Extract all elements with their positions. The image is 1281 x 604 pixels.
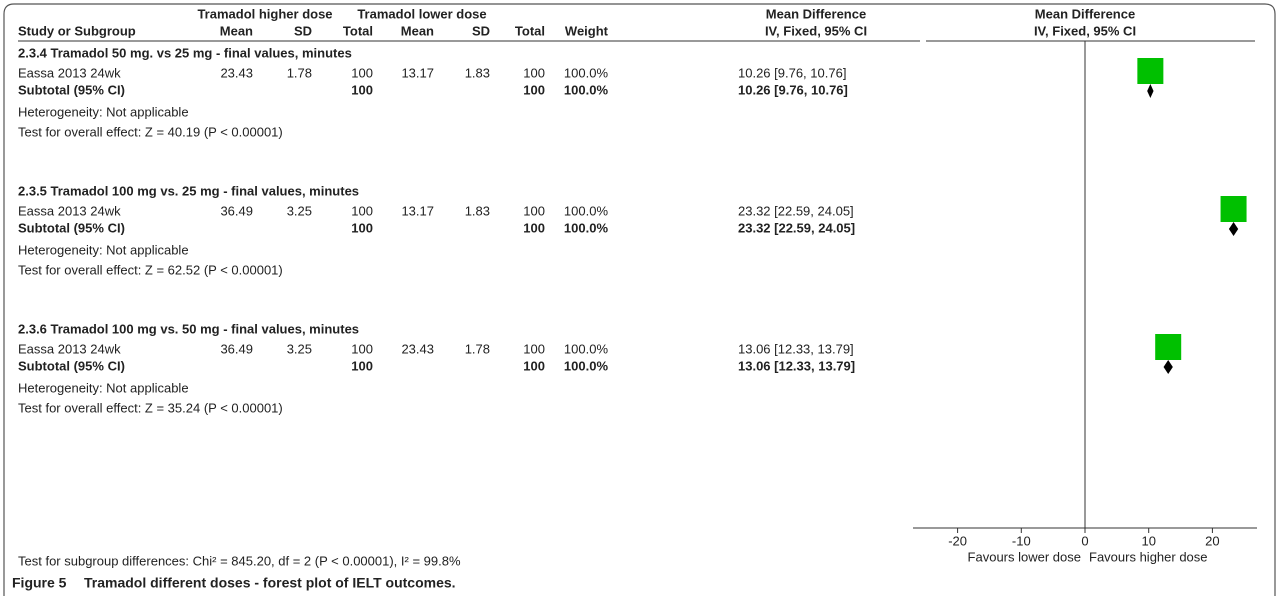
subtotal-total: 100 xyxy=(351,82,373,97)
overall-effect: Test for overall effect: Z = 40.19 (P < … xyxy=(18,124,283,139)
study-value: 36.49 xyxy=(220,341,253,356)
study-name: Eassa 2013 24wk xyxy=(18,203,121,218)
study-ci: 10.26 [9.76, 10.76] xyxy=(738,65,846,80)
subgroup-title: 2.3.6 Tramadol 100 mg vs. 50 mg - final … xyxy=(18,321,359,336)
study-value: 1.83 xyxy=(465,203,490,218)
column-header: IV, Fixed, 95% CI xyxy=(765,23,867,38)
subtotal-ci: 23.32 [22.59, 24.05] xyxy=(738,220,855,235)
heterogeneity: Heterogeneity: Not applicable xyxy=(18,380,189,395)
plot-title: Mean Difference xyxy=(1035,6,1135,21)
study-value: 100 xyxy=(351,65,373,80)
study-value: 100 xyxy=(351,203,373,218)
subtotal-total: 100 xyxy=(351,220,373,235)
subtotal-weight: 100.0% xyxy=(564,220,609,235)
study-weight: 100.0% xyxy=(564,65,609,80)
caption-label: Figure 5 xyxy=(12,575,67,591)
study-value: 13.17 xyxy=(401,65,434,80)
heterogeneity: Heterogeneity: Not applicable xyxy=(18,242,189,257)
study-weight: 100.0% xyxy=(564,203,609,218)
group-header: Mean Difference xyxy=(766,6,866,21)
study-value: 36.49 xyxy=(220,203,253,218)
subtotal-ci: 10.26 [9.76, 10.76] xyxy=(738,82,848,97)
subtotal-weight: 100.0% xyxy=(564,358,609,373)
study-value: 13.17 xyxy=(401,203,434,218)
x-label-right: Favours higher dose xyxy=(1089,549,1208,564)
study-ci: 23.32 [22.59, 24.05] xyxy=(738,203,854,218)
group-header: Tramadol lower dose xyxy=(357,6,486,21)
study-value: 1.83 xyxy=(465,65,490,80)
x-label-left: Favours lower dose xyxy=(968,549,1081,564)
column-header: Total xyxy=(515,23,545,38)
study-value: 3.25 xyxy=(287,203,312,218)
x-tick-label: -10 xyxy=(1012,533,1031,548)
x-tick-label: 0 xyxy=(1081,533,1088,548)
column-header: SD xyxy=(472,23,490,38)
study-ci: 13.06 [12.33, 13.79] xyxy=(738,341,854,356)
column-header: Weight xyxy=(565,23,609,38)
study-square xyxy=(1220,196,1247,222)
subtotal-diamond xyxy=(1163,360,1173,374)
subtotal-diamond xyxy=(1228,222,1239,236)
subtotal-name: Subtotal (95% CI) xyxy=(18,82,125,97)
study-weight: 100.0% xyxy=(564,341,609,356)
column-header: Mean xyxy=(401,23,434,38)
overall-effect: Test for overall effect: Z = 35.24 (P < … xyxy=(18,400,283,415)
study-value: 100 xyxy=(523,203,545,218)
subtotal-total: 100 xyxy=(523,220,545,235)
subtotal-total: 100 xyxy=(351,358,373,373)
study-value: 23.43 xyxy=(220,65,253,80)
study-name: Eassa 2013 24wk xyxy=(18,65,121,80)
plot-subtitle: IV, Fixed, 95% CI xyxy=(1034,23,1136,38)
column-header: Study or Subgroup xyxy=(18,23,136,38)
column-header: SD xyxy=(294,23,312,38)
study-value: 100 xyxy=(351,341,373,356)
subgroup-title: 2.3.4 Tramadol 50 mg. vs 25 mg - final v… xyxy=(18,45,352,60)
x-tick-label: 20 xyxy=(1205,533,1219,548)
study-value: 1.78 xyxy=(287,65,312,80)
subtotal-diamond xyxy=(1147,84,1154,98)
study-value: 100 xyxy=(523,341,545,356)
study-value: 100 xyxy=(523,65,545,80)
study-value: 3.25 xyxy=(287,341,312,356)
study-value: 23.43 xyxy=(401,341,434,356)
footer: Test for subgroup differences: Chi² = 84… xyxy=(18,553,461,568)
group-header: Tramadol higher dose xyxy=(197,6,332,21)
subgroup-title: 2.3.5 Tramadol 100 mg vs. 25 mg - final … xyxy=(18,183,359,198)
overall-effect: Test for overall effect: Z = 62.52 (P < … xyxy=(18,262,283,277)
subtotal-name: Subtotal (95% CI) xyxy=(18,220,125,235)
x-tick-label: 10 xyxy=(1141,533,1155,548)
column-header: Mean xyxy=(220,23,253,38)
subtotal-ci: 13.06 [12.33, 13.79] xyxy=(738,358,855,373)
study-square xyxy=(1155,334,1182,360)
study-name: Eassa 2013 24wk xyxy=(18,341,121,356)
heterogeneity: Heterogeneity: Not applicable xyxy=(18,104,189,119)
frame xyxy=(3,3,1276,596)
study-square xyxy=(1137,58,1164,84)
study-value: 1.78 xyxy=(465,341,490,356)
x-tick-label: -20 xyxy=(948,533,967,548)
subtotal-total: 100 xyxy=(523,82,545,97)
column-header: Total xyxy=(343,23,373,38)
subtotal-total: 100 xyxy=(523,358,545,373)
caption: Tramadol different doses - forest plot o… xyxy=(84,575,456,591)
subtotal-weight: 100.0% xyxy=(564,82,609,97)
subtotal-name: Subtotal (95% CI) xyxy=(18,358,125,373)
